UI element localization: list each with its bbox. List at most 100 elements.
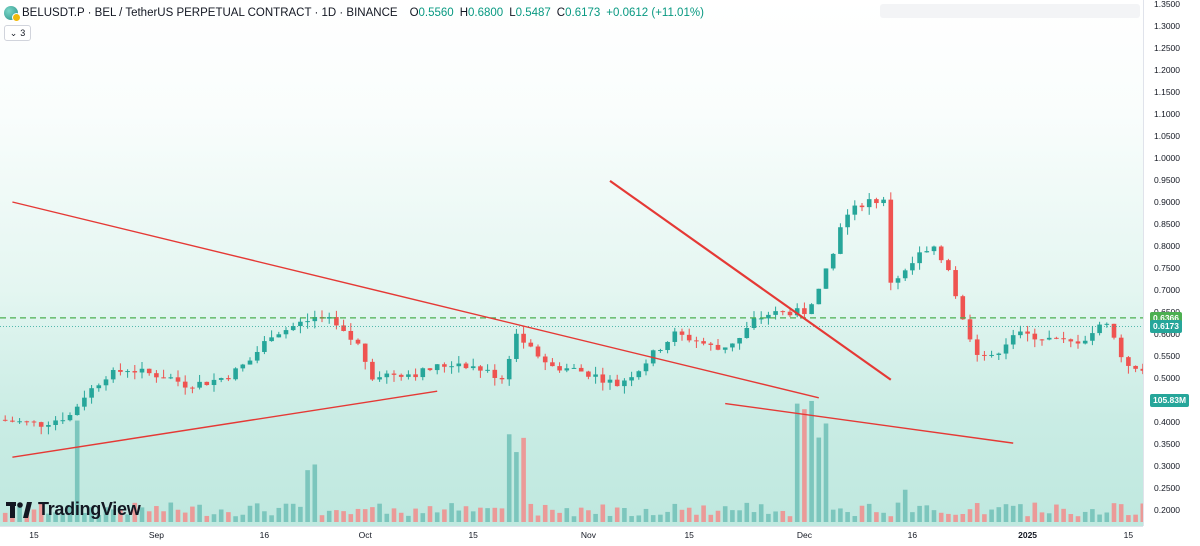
candle: [154, 370, 159, 383]
volume-bar: [298, 506, 303, 522]
volume-bar: [751, 512, 757, 522]
volume-bar: [1097, 514, 1102, 522]
candle: [924, 246, 930, 253]
volume-bar: [190, 506, 195, 522]
volume-bar: [1075, 516, 1081, 522]
indicators-toggle-button[interactable]: ⌄ 3: [4, 25, 31, 41]
volume-bar: [715, 510, 721, 522]
high-value: 0.6800: [468, 7, 504, 19]
price-tick-label: 1.2500: [1154, 43, 1180, 53]
trendline[interactable]: [12, 390, 438, 458]
candle: [852, 200, 858, 221]
volume-bar: [607, 515, 613, 522]
volume-bar: [946, 513, 951, 522]
volume-bar: [859, 505, 865, 522]
candle: [629, 371, 634, 387]
volume-bar: [341, 511, 346, 522]
candle: [499, 375, 505, 384]
volume-bar: [413, 508, 418, 522]
volume-bar: [1010, 505, 1016, 522]
candle: [175, 370, 181, 387]
time-tick-label: 15: [29, 530, 39, 540]
candle: [881, 196, 886, 207]
volume-bar: [1003, 504, 1009, 522]
candle: [24, 420, 30, 426]
volume-bar: [38, 502, 44, 522]
price-axis[interactable]: 1.3500 1.3000 1.2500 1.2000 1.1500 1.1000 1.05…: [1143, 0, 1200, 526]
volume-bar: [182, 512, 188, 522]
candle: [643, 359, 649, 376]
candle: [715, 338, 721, 351]
volume-bar: [391, 508, 397, 522]
chart-area[interactable]: [0, 0, 1143, 526]
candle: [348, 323, 354, 345]
volume-bar: [614, 507, 620, 522]
volume-bar: [240, 514, 246, 522]
candle: [319, 310, 325, 323]
volume-bar: [125, 514, 130, 522]
candle: [593, 366, 598, 384]
volume-bar: [737, 510, 742, 522]
volume-bar: [730, 510, 735, 522]
candle: [910, 256, 915, 275]
volume-bar: [204, 515, 210, 522]
volume-bar: [564, 508, 570, 522]
volume-bar: [766, 513, 771, 522]
candle: [888, 192, 894, 291]
volume-bar: [67, 505, 73, 522]
candle: [384, 370, 390, 384]
volume-bar: [1032, 502, 1038, 522]
candle: [298, 317, 303, 334]
price-tick-label: 1.0000: [1154, 153, 1180, 163]
candle: [434, 363, 440, 375]
candle: [564, 363, 570, 373]
price-tick-label: 0.2000: [1154, 505, 1180, 515]
volume-bar: [406, 515, 411, 522]
candle: [110, 367, 116, 383]
candle: [377, 371, 382, 382]
candle: [751, 311, 757, 330]
candle: [665, 341, 670, 354]
tradingview-logo[interactable]: TradingView: [6, 499, 141, 520]
candle: [60, 412, 66, 424]
candle: [658, 348, 663, 353]
volume-bars: [2, 400, 1143, 522]
candle: [197, 374, 202, 390]
candle: [146, 368, 152, 376]
price-tick-label: 0.3500: [1154, 439, 1180, 449]
candle: [1075, 334, 1081, 349]
candle: [478, 365, 483, 378]
volume-bar: [780, 510, 786, 522]
volume-bar: [74, 420, 80, 522]
candle: [226, 375, 231, 382]
volume-bar: [269, 515, 274, 522]
volume-bar: [1054, 504, 1059, 522]
candle: [996, 352, 1002, 360]
candle: [53, 416, 58, 431]
trendline[interactable]: [725, 402, 1014, 444]
price-tick-label: 1.2000: [1154, 65, 1180, 75]
candle: [622, 378, 627, 394]
trendline[interactable]: [609, 179, 892, 381]
candle: [1010, 329, 1016, 350]
time-axis[interactable]: 15Sep16Oct15Nov15Dec16202515Feb15Mar17Ap…: [0, 526, 1143, 541]
volume-bar: [499, 508, 505, 522]
candle: [874, 197, 879, 209]
axis-corner: [1143, 526, 1200, 540]
candle: [730, 343, 735, 352]
tradingview-logo-icon: [6, 501, 32, 518]
trendline[interactable]: [12, 201, 819, 399]
symbol-title[interactable]: BELUSDT.P · BEL / TetherUS PERPETUAL CON…: [22, 7, 398, 19]
volume-bar: [514, 452, 519, 522]
volume-bar: [427, 506, 433, 522]
candle: [67, 412, 73, 422]
candlestick-chart: [0, 179, 1143, 522]
volume-bar: [629, 516, 634, 522]
volume-bar: [168, 502, 174, 522]
volume-bar: [262, 511, 267, 522]
candle: [125, 369, 130, 378]
candle: [290, 322, 296, 332]
candle: [139, 361, 145, 379]
candle: [1097, 321, 1102, 336]
candle: [1025, 325, 1030, 342]
